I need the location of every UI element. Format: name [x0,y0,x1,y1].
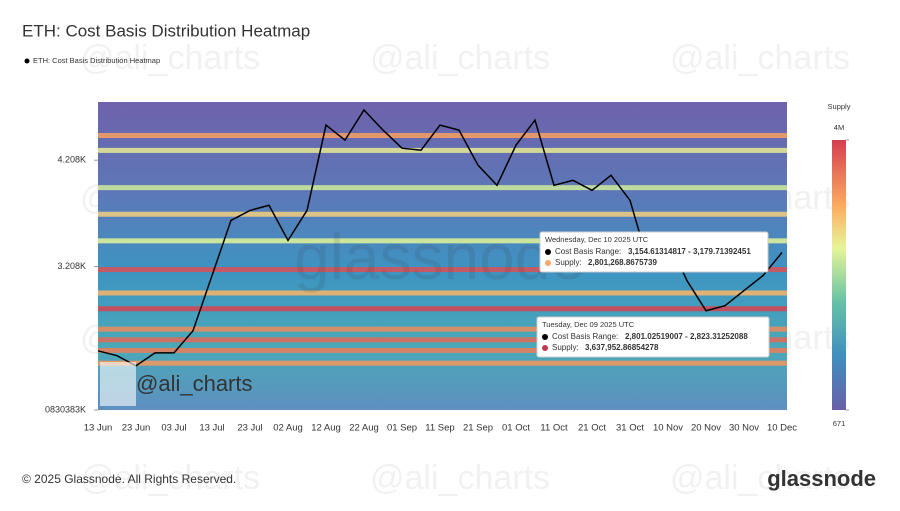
x-tick-label: 31 Oct [616,423,644,434]
heatmap-band [98,360,787,366]
tooltip-supply-label: Supply: [555,258,582,267]
tooltip-supply: 2,801,268.8675739 [588,258,658,267]
colorbar-tick-label: 4M [834,123,844,132]
y-tick-label: 4.208K [57,155,86,165]
tooltip-range-label: Cost Basis Range: [555,247,621,256]
heatmap-band [98,326,787,332]
x-tick-label: 13 Jul [199,423,224,434]
tooltip-box [536,316,770,358]
x-tick-label: 30 Nov [729,423,759,434]
center-watermark: glassnode [294,221,586,293]
tooltip-dot [542,334,548,340]
x-tick-label: 01 Oct [502,423,530,434]
x-tick-label: 01 Sep [387,423,417,434]
heatmap-band [98,267,787,273]
x-tick-label: 10 Nov [653,423,683,434]
colorbar-title: Supply [828,102,851,111]
y-tick-label: 3.208K [57,261,86,271]
x-tick-label: 22 Aug [349,423,379,434]
tooltip-date: Tuesday, Dec 09 2025 UTC [542,320,635,329]
heatmap-band [98,133,787,139]
colorbar [832,140,846,410]
heatmap-band [98,306,787,312]
tooltip-supply-label: Supply: [552,343,579,352]
watermark: @ali_charts [370,459,550,497]
x-tick-label: 13 Jun [84,423,113,434]
x-tick-label: 11 Oct [540,423,568,434]
watermark: @ali_charts [370,39,550,77]
heatmap-band [98,337,787,343]
heatmap-band [98,290,787,296]
x-tick-label: 12 Aug [311,423,341,434]
x-tick-label: 03 Jul [161,423,186,434]
tooltip-date: Wednesday, Dec 10 2025 UTC [545,235,649,244]
x-tick-label: 21 Oct [578,423,606,434]
badge-bg [100,362,136,406]
watermark: @ali_charts [670,459,850,497]
colorbar-tick-label: 671 [833,419,846,428]
tooltip-dot [545,249,551,255]
heatmap-band [98,185,787,191]
heatmap-band [98,211,787,217]
x-tick-label: 20 Nov [691,423,721,434]
tooltip-box [539,231,769,273]
heatmap-band [98,147,787,153]
watermark: @ali_charts [80,39,260,77]
legend-label: ETH: Cost Basis Distribution Heatmap [33,56,160,65]
brand: glassnode [767,466,876,491]
badge: @ali_charts [136,371,253,396]
tooltip-dot [545,260,551,266]
legend-dot [24,58,30,64]
x-tick-label: 11 Sep [425,423,454,434]
heatmap-band [98,347,787,353]
watermark: @ali_charts [670,39,850,77]
footer: © 2025 Glassnode. All Rights Reserved. [22,472,236,486]
x-tick-label: 23 Jun [122,423,151,434]
chart-title: ETH: Cost Basis Distribution Heatmap [22,21,310,40]
x-tick-label: 02 Aug [273,423,303,434]
heatmap-band [98,238,787,244]
x-tick-label: 10 Dec [767,423,797,434]
tooltip-supply: 3,637,952.86854278 [585,343,659,352]
tooltip-range: 2,801.02519007 - 2,823.31252088 [625,332,748,341]
tooltip-range: 3,154.61314817 - 3,179.71392451 [628,247,751,256]
tooltip-dot [542,345,548,351]
x-tick-label: 21 Sep [463,423,493,434]
x-tick-label: 23 Jul [237,423,262,434]
watermark: @ali_charts [80,459,260,497]
tooltip-range-label: Cost Basis Range: [552,332,618,341]
y-tick-label: 0830383K [45,404,86,414]
